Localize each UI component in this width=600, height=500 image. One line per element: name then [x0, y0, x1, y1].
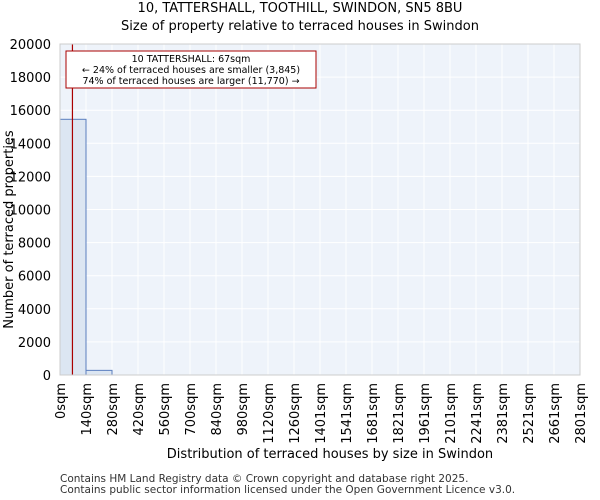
- chart-title: 10, TATTERSHALL, TOOTHILL, SWINDON, SN5 …: [137, 1, 463, 16]
- y-tick-label: 18000: [10, 71, 51, 86]
- x-tick-label: 1401sqm: [314, 383, 329, 444]
- x-tick-label: 1260sqm: [288, 383, 303, 444]
- bar: [85, 369, 113, 376]
- x-tick-label: 140sqm: [80, 383, 95, 436]
- x-tick-label: 560sqm: [158, 383, 173, 436]
- footer-line-2: Contains public sector information licen…: [60, 484, 516, 496]
- x-tick-label: 2241sqm: [470, 383, 485, 444]
- plot-frame: [59, 43, 581, 376]
- y-tick-label: 12000: [10, 170, 51, 185]
- y-tick-label: 16000: [10, 104, 51, 119]
- x-tick-label: 700sqm: [184, 383, 199, 436]
- x-axis-title: Distribution of terraced houses by size …: [167, 447, 493, 462]
- x-tick-label: 2801sqm: [574, 383, 589, 444]
- annotation-line: 74% of terraced houses are larger (11,77…: [82, 76, 299, 87]
- x-tick-label: 2381sqm: [496, 383, 511, 444]
- annotation-line: 10 TATTERSHALL: 67sqm: [132, 54, 251, 65]
- x-tick-label: 280sqm: [106, 383, 121, 436]
- footer-line-1: Contains HM Land Registry data © Crown c…: [60, 473, 469, 485]
- x-tick-label: 1961sqm: [418, 383, 433, 444]
- x-tick-label: 1821sqm: [392, 383, 407, 444]
- y-tick-label: 4000: [18, 303, 51, 318]
- x-tick-label: 2661sqm: [548, 383, 563, 444]
- chart-subtitle: Size of property relative to terraced ho…: [121, 19, 479, 34]
- y-tick-label: 20000: [10, 38, 51, 53]
- y-tick-label: 0: [43, 369, 51, 384]
- y-tick-label: 6000: [18, 270, 51, 285]
- y-tick-label: 14000: [10, 137, 51, 152]
- x-tick-label: 1681sqm: [366, 383, 381, 444]
- x-tick-label: 1120sqm: [262, 383, 277, 444]
- x-tick-label: 1541sqm: [340, 383, 355, 444]
- annotation-line: ← 24% of terraced houses are smaller (3,…: [82, 65, 300, 76]
- x-tick-label: 2101sqm: [444, 383, 459, 444]
- y-tick-label: 8000: [18, 237, 51, 252]
- y-tick-label: 10000: [10, 204, 51, 219]
- x-tick-label: 2521sqm: [522, 383, 537, 444]
- annotation-box: [65, 50, 317, 89]
- y-tick-label: 2000: [18, 336, 51, 351]
- x-tick-label: 980sqm: [236, 383, 251, 436]
- x-tick-label: 840sqm: [210, 383, 225, 436]
- x-tick-label: 0sqm: [54, 383, 69, 419]
- y-axis-title: Number of terraced properties: [2, 130, 17, 329]
- x-tick-label: 420sqm: [132, 383, 147, 436]
